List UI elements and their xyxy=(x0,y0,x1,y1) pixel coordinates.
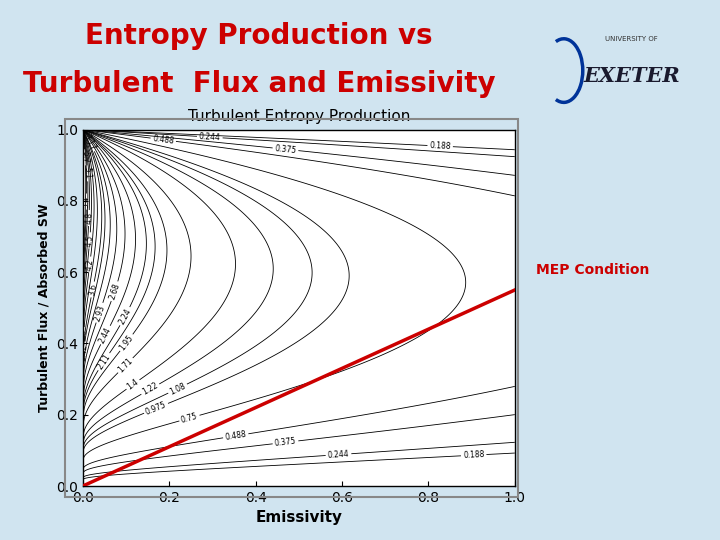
Text: 0.375: 0.375 xyxy=(274,144,297,155)
Text: UNIVERSITY OF: UNIVERSITY OF xyxy=(606,36,658,42)
Text: 3.42: 3.42 xyxy=(78,343,89,361)
Y-axis label: Turbulent Flux / Absorbed SW: Turbulent Flux / Absorbed SW xyxy=(37,204,50,412)
Text: 2.11: 2.11 xyxy=(96,352,112,371)
Text: 5.7: 5.7 xyxy=(81,151,90,164)
X-axis label: Emissivity: Emissivity xyxy=(256,510,342,525)
Text: 0.375: 0.375 xyxy=(274,437,297,448)
Text: 1.95: 1.95 xyxy=(118,333,135,352)
Text: 3.6: 3.6 xyxy=(87,282,99,296)
Text: 3.9: 3.9 xyxy=(78,329,89,341)
Text: 0.244: 0.244 xyxy=(328,449,350,460)
Text: 5.4: 5.4 xyxy=(82,195,91,208)
Text: 2.93: 2.93 xyxy=(93,303,107,322)
Text: 0.244: 0.244 xyxy=(199,132,221,142)
Text: 4.5: 4.5 xyxy=(85,234,94,247)
Text: EXETER: EXETER xyxy=(583,66,680,86)
Text: 0.975: 0.975 xyxy=(144,400,168,416)
Text: 2.24: 2.24 xyxy=(117,307,133,326)
Text: Turbulent  Flux and Emissivity: Turbulent Flux and Emissivity xyxy=(23,70,495,98)
Text: 4.2: 4.2 xyxy=(84,258,95,271)
Text: 1.08: 1.08 xyxy=(168,381,187,396)
Text: 2.68: 2.68 xyxy=(108,282,122,301)
Title: Turbulent Entropy Production: Turbulent Entropy Production xyxy=(188,109,410,124)
Text: 1.4: 1.4 xyxy=(125,377,140,392)
Text: Entropy Production vs: Entropy Production vs xyxy=(86,22,433,50)
Text: 0.188: 0.188 xyxy=(429,141,451,151)
Text: 1.22: 1.22 xyxy=(141,381,160,397)
Text: MEP Condition: MEP Condition xyxy=(536,263,649,277)
Text: 0.75: 0.75 xyxy=(180,411,199,425)
Text: 2.44: 2.44 xyxy=(98,326,113,345)
Text: 4.8: 4.8 xyxy=(84,212,94,224)
Text: 0.188: 0.188 xyxy=(463,450,485,460)
Text: 0.488: 0.488 xyxy=(152,134,174,146)
Text: 3.17: 3.17 xyxy=(82,132,98,152)
Text: 0.488: 0.488 xyxy=(225,430,247,442)
Text: 1.71: 1.71 xyxy=(117,356,135,374)
Text: 5.1: 5.1 xyxy=(83,167,92,180)
